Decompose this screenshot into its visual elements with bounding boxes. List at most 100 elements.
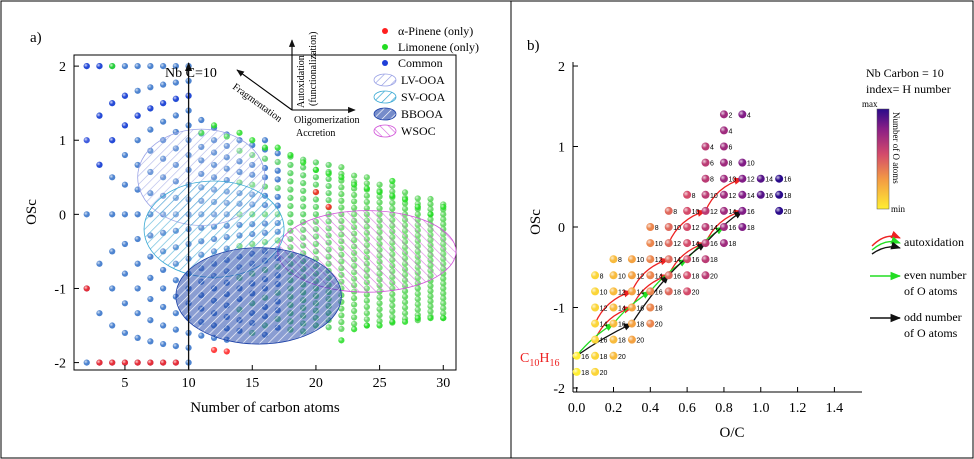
compound-point-shine xyxy=(274,167,281,174)
compound-point-shine xyxy=(338,325,345,332)
series-point-shine xyxy=(236,129,243,136)
hydrogen-index-label: 12 xyxy=(692,225,700,232)
x-tick-label-a: 20 xyxy=(309,376,323,391)
compound-c10-point-shine xyxy=(627,319,636,328)
compound-point-shine xyxy=(287,178,294,185)
compound-point-shine xyxy=(109,248,116,255)
compound-point-shine xyxy=(160,266,167,274)
compound-point-shine xyxy=(198,332,205,339)
series-point-shine xyxy=(83,137,90,144)
series-point-shine xyxy=(134,112,141,119)
compound-point-shine xyxy=(312,196,320,203)
compound-point-shine xyxy=(274,193,281,201)
fragmentation-label: Fragmentation xyxy=(230,82,284,125)
compound-point-shine xyxy=(440,280,447,287)
compound-point-shine xyxy=(312,203,320,211)
compound-c10-point-shine xyxy=(756,174,765,183)
autoxidation-path-arrow xyxy=(631,274,670,324)
legend-label-svooa: SV-OOA xyxy=(401,90,446,104)
compound-c10-point-shine xyxy=(627,303,636,312)
compound-c10-point-shine xyxy=(627,335,636,344)
y-axis-label-a: OSc xyxy=(24,199,40,225)
legend-marker-limonene xyxy=(382,44,388,50)
compound-c10-point-shine xyxy=(646,303,655,312)
x-tick-label-a: 25 xyxy=(373,376,387,391)
compound-c10-point-shine xyxy=(609,319,618,328)
compound-c10-point-shine xyxy=(719,239,728,248)
y-tick-label-a: 0 xyxy=(59,208,66,223)
compound-c10-point-shine xyxy=(591,351,600,360)
compound-c10-point-shine xyxy=(701,223,710,231)
series-point-shine xyxy=(249,137,256,144)
y-axis-label-b: OSc xyxy=(528,209,544,235)
compound-c10-point-shine xyxy=(664,223,673,231)
compound-point-shine xyxy=(338,319,345,326)
x-tick-label-a: 15 xyxy=(245,376,259,391)
x-axis-label-a: Number of carbon atoms xyxy=(190,400,340,416)
legend-arrow-autoxidation-red xyxy=(871,230,901,247)
series-point-shine xyxy=(351,181,358,188)
series-point-shine xyxy=(109,137,116,144)
series-point-shine xyxy=(147,105,154,112)
hydrogen-index-label: 20 xyxy=(784,209,792,216)
compound-c10-point-shine xyxy=(609,303,618,312)
compound-point-shine xyxy=(440,290,447,297)
hydrogen-index-label: 18 xyxy=(747,225,755,232)
legend-odd-line1: odd number xyxy=(904,310,962,324)
legend-even-line1: even number xyxy=(904,268,966,282)
compound-point-shine xyxy=(96,310,103,317)
compound-point-shine xyxy=(338,184,345,191)
compound-point-shine xyxy=(109,174,116,181)
compound-point-shine xyxy=(287,170,294,177)
compound-point-shine xyxy=(121,181,129,188)
series-point-shine xyxy=(287,151,294,159)
compound-point-shine xyxy=(300,172,307,179)
compound-point-shine xyxy=(376,205,383,212)
compound-point-shine xyxy=(287,186,294,193)
hydrogen-index-label: 18 xyxy=(618,338,626,345)
y-tick-label-b: -1 xyxy=(553,301,565,316)
compound-point-shine xyxy=(401,304,409,311)
series-point-shine xyxy=(312,166,320,173)
colorbar-max: max xyxy=(862,99,878,109)
series-point-shine xyxy=(109,100,116,107)
compound-point-shine xyxy=(312,159,320,166)
hydrogen-index-label: 20 xyxy=(710,273,718,280)
hydrogen-index-label: 18 xyxy=(784,193,792,200)
compound-point-shine xyxy=(440,295,447,302)
hydrogen-index-label: 16 xyxy=(692,257,700,264)
compound-c10-point-shine xyxy=(719,174,728,183)
compound-c10-point-shine xyxy=(738,223,747,231)
series-point-shine xyxy=(427,315,434,322)
legend-autoxidation: autoxidation xyxy=(904,235,964,249)
compound-point-shine xyxy=(121,211,129,218)
series-point-shine xyxy=(338,174,345,181)
hydrogen-index-label: 14 xyxy=(692,241,700,248)
compound-point-shine xyxy=(121,63,129,70)
compound-point-shine xyxy=(172,343,179,350)
compound-c10-point-shine xyxy=(646,239,655,248)
colorbar-gradient xyxy=(876,108,890,210)
compound-point-shine xyxy=(134,260,141,267)
region-bbooa xyxy=(175,247,342,345)
compound-point-shine xyxy=(147,274,154,281)
compound-point-shine xyxy=(300,203,307,210)
compound-point-shine xyxy=(172,310,179,317)
compound-c10-point-shine xyxy=(591,303,600,312)
legend-odd-line2: of O atoms xyxy=(904,326,958,340)
hydrogen-index-label: 12 xyxy=(636,273,644,280)
compound-c10-point-shine xyxy=(591,287,600,296)
series-point-shine xyxy=(83,285,90,292)
compound-point-shine xyxy=(172,277,179,284)
compound-point-shine xyxy=(363,174,370,181)
compound-point-shine xyxy=(274,185,281,192)
compound-c10-point-shine xyxy=(683,271,692,280)
compound-point-shine xyxy=(338,197,345,204)
panel-a: a) 5 10 15 20 25 30 -2 -1 0 1 2 Number of carbon a… xyxy=(24,24,479,416)
compound-c10-point-shine xyxy=(609,287,618,296)
hydrogen-index-label: 4 xyxy=(728,128,732,135)
compound-c10-point-shine xyxy=(572,367,581,376)
y-tick-label-b: 1 xyxy=(558,141,565,156)
compound-point-shine xyxy=(287,219,294,226)
